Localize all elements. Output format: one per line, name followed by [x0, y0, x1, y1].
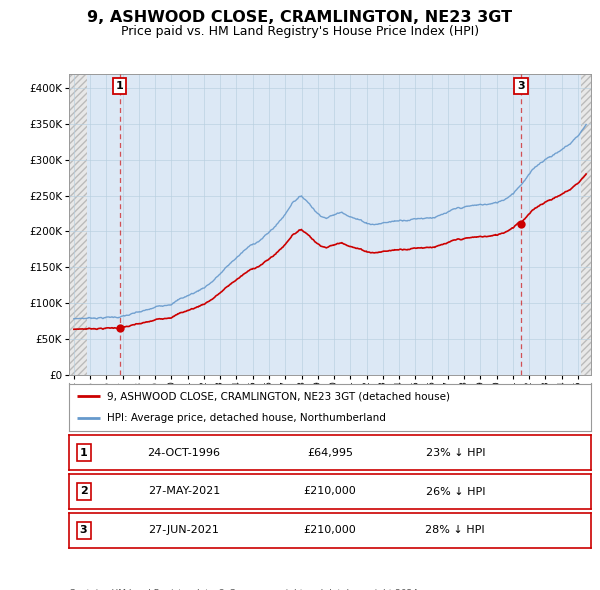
Text: Price paid vs. HM Land Registry's House Price Index (HPI): Price paid vs. HM Land Registry's House … — [121, 25, 479, 38]
Text: 3: 3 — [80, 526, 88, 535]
Text: £210,000: £210,000 — [304, 526, 356, 535]
Text: 3: 3 — [517, 81, 525, 91]
Text: 23% ↓ HPI: 23% ↓ HPI — [425, 448, 485, 457]
Bar — [581, 74, 591, 375]
Text: 9, ASHWOOD CLOSE, CRAMLINGTON, NE23 3GT: 9, ASHWOOD CLOSE, CRAMLINGTON, NE23 3GT — [88, 10, 512, 25]
Text: 9, ASHWOOD CLOSE, CRAMLINGTON, NE23 3GT (detached house): 9, ASHWOOD CLOSE, CRAMLINGTON, NE23 3GT … — [107, 391, 449, 401]
Text: 24-OCT-1996: 24-OCT-1996 — [148, 448, 220, 457]
Text: 26% ↓ HPI: 26% ↓ HPI — [425, 487, 485, 496]
Bar — [69, 74, 88, 375]
Text: 1: 1 — [116, 81, 124, 91]
Text: £210,000: £210,000 — [304, 487, 356, 496]
Text: HPI: Average price, detached house, Northumberland: HPI: Average price, detached house, Nort… — [107, 413, 385, 423]
Text: 1: 1 — [80, 448, 88, 457]
Text: 28% ↓ HPI: 28% ↓ HPI — [425, 526, 485, 535]
Text: 2: 2 — [80, 487, 88, 496]
Text: Contains HM Land Registry data © Crown copyright and database right 2024.: Contains HM Land Registry data © Crown c… — [69, 589, 421, 590]
Text: 27-JUN-2021: 27-JUN-2021 — [148, 526, 219, 535]
Text: 27-MAY-2021: 27-MAY-2021 — [148, 487, 220, 496]
Text: £64,995: £64,995 — [307, 448, 353, 457]
